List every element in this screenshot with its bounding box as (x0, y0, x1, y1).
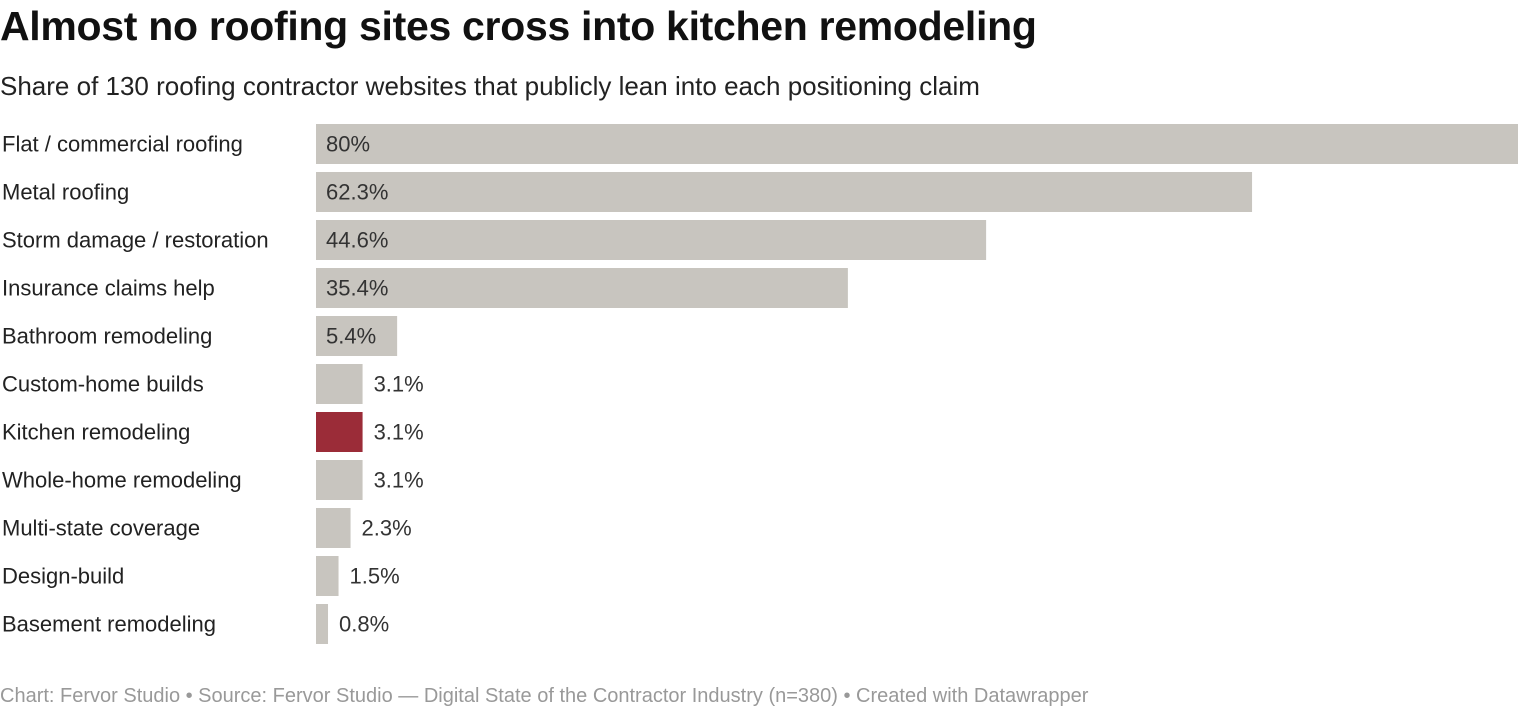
value-label-bathroom-remodeling: 5.4% (326, 324, 376, 349)
category-label-kitchen-remodeling: Kitchen remodeling (2, 420, 190, 445)
category-label-insurance-claims-help: Insurance claims help (2, 276, 215, 301)
bar-whole-home-remodeling (316, 460, 363, 500)
value-label-custom-home-builds: 3.1% (374, 372, 424, 397)
chart-title: Almost no roofing sites cross into kitch… (0, 3, 1037, 49)
value-label-metal-roofing: 62.3% (326, 180, 388, 205)
bar-custom-home-builds (316, 364, 363, 404)
category-label-flat-commercial-roofing: Flat / commercial roofing (2, 132, 243, 157)
bar-basement-remodeling (316, 604, 329, 644)
category-label-storm-damage-restoration: Storm damage / restoration (2, 228, 269, 253)
category-label-design-build: Design-build (2, 564, 124, 589)
category-label-metal-roofing: Metal roofing (2, 180, 129, 205)
value-label-insurance-claims-help: 35.4% (326, 276, 388, 301)
bar-multi-state-coverage (316, 508, 351, 548)
value-label-storm-damage-restoration: 44.6% (326, 228, 388, 253)
bar-bathroom-remodeling (316, 316, 398, 356)
value-label-whole-home-remodeling: 3.1% (374, 468, 424, 493)
bar-design-build (316, 556, 339, 596)
value-label-design-build: 1.5% (350, 564, 400, 589)
chart-footer: Chart: Fervor Studio • Source: Fervor St… (0, 685, 1089, 707)
bar-storm-damage-restoration (316, 220, 987, 260)
bar-flat-commercial-roofing (316, 124, 1518, 164)
value-label-multi-state-coverage: 2.3% (362, 516, 412, 541)
bar-chart: Flat / commercial roofing 80% Metal roofin… (2, 124, 1518, 644)
value-label-kitchen-remodeling: 3.1% (374, 420, 424, 445)
chart-subtitle: Share of 130 roofing contractor websites… (0, 71, 980, 101)
category-label-whole-home-remodeling: Whole-home remodeling (2, 468, 242, 493)
category-label-bathroom-remodeling: Bathroom remodeling (2, 324, 212, 349)
value-label-basement-remodeling: 0.8% (339, 612, 389, 637)
value-label-flat-commercial-roofing: 80% (326, 132, 370, 157)
bar-insurance-claims-help (316, 268, 848, 308)
category-label-basement-remodeling: Basement remodeling (2, 612, 216, 637)
bar-kitchen-remodeling (316, 412, 363, 452)
category-label-multi-state-coverage: Multi-state coverage (2, 516, 200, 541)
category-label-custom-home-builds: Custom-home builds (2, 372, 204, 397)
bar-metal-roofing (316, 172, 1253, 212)
